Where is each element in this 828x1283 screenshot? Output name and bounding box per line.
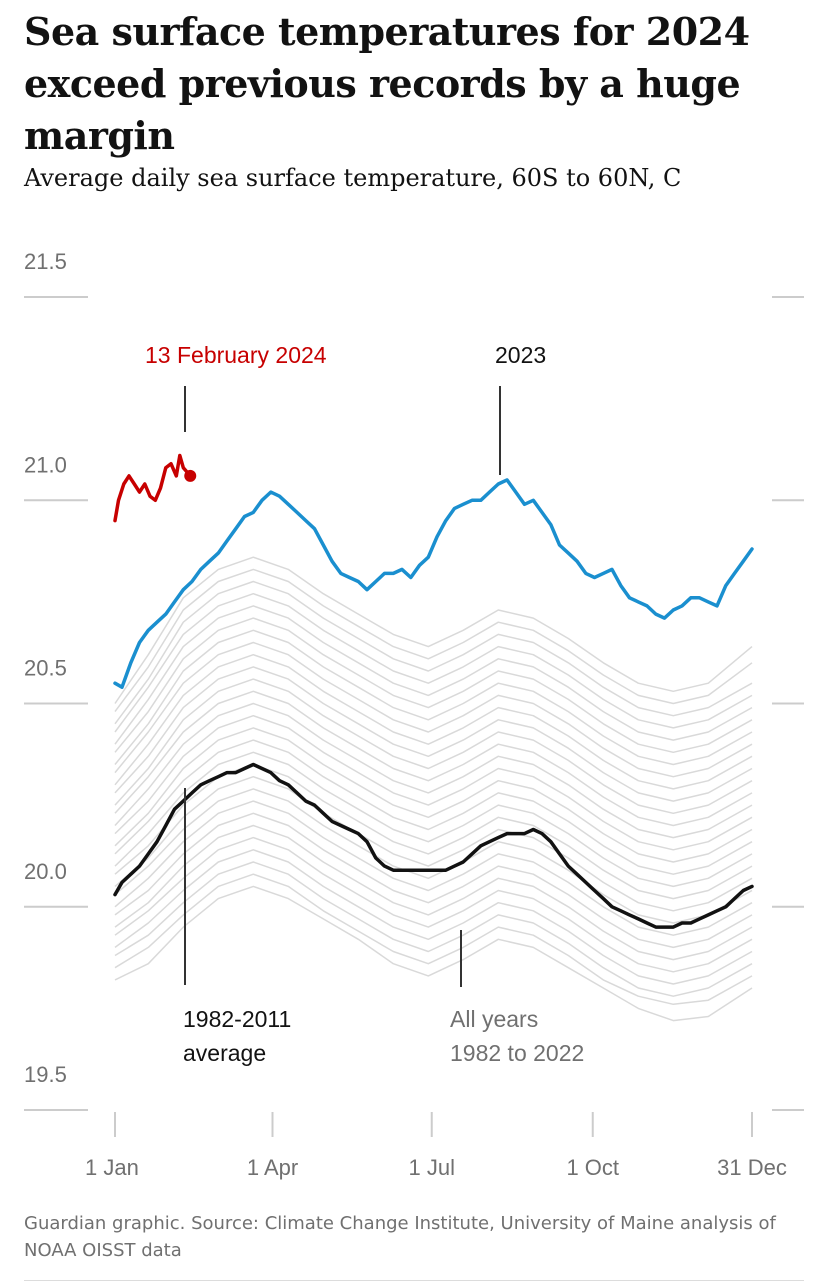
label-all-years-line2: 1982 to 2022 bbox=[450, 1040, 584, 1066]
background-year-line bbox=[114, 714, 753, 851]
bottom-rule bbox=[24, 1280, 804, 1281]
y-tick-labels: 19.5 20.0 20.5 21.0 21.5 bbox=[24, 249, 67, 1087]
highlight-lines bbox=[113, 453, 754, 929]
background-year-line bbox=[114, 690, 753, 827]
background-year-line bbox=[114, 812, 753, 949]
y-tick-label: 20.5 bbox=[24, 656, 67, 681]
background-year-line bbox=[114, 824, 753, 961]
label-all-years-line1: All years bbox=[450, 1006, 538, 1032]
all-years-lines bbox=[114, 556, 753, 1022]
background-year-line bbox=[114, 775, 753, 912]
annotations: 13 February 2024 2023 1982-2011 average All … bbox=[145, 342, 584, 1066]
background-year-line bbox=[114, 861, 753, 997]
background-year-line bbox=[114, 849, 753, 985]
y-tick-label: 21.5 bbox=[24, 249, 67, 274]
label-2023: 2023 bbox=[495, 342, 546, 368]
background-year-line bbox=[114, 617, 753, 754]
background-year-line bbox=[114, 629, 753, 766]
x-tick-label: 1 Oct bbox=[566, 1155, 619, 1180]
x-tick-label: 1 Apr bbox=[247, 1155, 298, 1180]
series-line-y2023 bbox=[113, 478, 754, 689]
background-year-line bbox=[114, 885, 753, 1022]
label-average-line2: average bbox=[183, 1040, 266, 1066]
background-year-line bbox=[114, 727, 753, 863]
series-2024-endpoint bbox=[184, 469, 197, 482]
background-year-line bbox=[114, 653, 753, 790]
background-year-line bbox=[114, 580, 753, 725]
background-year-line bbox=[114, 666, 753, 802]
background-year-line bbox=[114, 788, 753, 924]
chart-source: Guardian graphic. Source: Climate Change… bbox=[24, 1213, 776, 1261]
y-tick-label: 20.0 bbox=[24, 859, 67, 884]
background-year-line bbox=[114, 702, 753, 839]
background-year-line bbox=[114, 605, 753, 745]
label-2024: 13 February 2024 bbox=[145, 342, 327, 368]
y-tick-label: 19.5 bbox=[24, 1062, 67, 1087]
x-axis: 1 Jan 1 Apr 1 Jul 1 Oct 31 Dec bbox=[85, 1112, 787, 1180]
series-line-y2024 bbox=[113, 453, 193, 523]
x-tick-label: 1 Jul bbox=[409, 1155, 455, 1180]
background-year-line bbox=[114, 568, 753, 713]
label-average-line1: 1982-2011 bbox=[183, 1006, 291, 1032]
y-tick-label: 21.0 bbox=[24, 452, 67, 477]
grid-layer bbox=[24, 296, 804, 1111]
background-year-line bbox=[114, 641, 753, 778]
chart-subtitle: Average daily sea surface temperature, 6… bbox=[24, 164, 682, 192]
x-tick-label: 1 Jan bbox=[85, 1155, 139, 1180]
sea-temperature-chart: 19.5 20.0 20.5 21.0 21.5 1 Jan 1 Apr 1 Jul 1 Oc… bbox=[24, 249, 804, 1180]
background-year-line bbox=[114, 873, 753, 1006]
series-line-average bbox=[113, 762, 754, 929]
background-year-line bbox=[114, 678, 753, 815]
x-tick-label: 31 Dec bbox=[717, 1155, 787, 1180]
background-year-line bbox=[114, 739, 753, 875]
background-year-line bbox=[114, 556, 753, 704]
background-year-line bbox=[114, 751, 753, 888]
background-year-line bbox=[114, 836, 753, 973]
background-year-line bbox=[114, 800, 753, 936]
background-year-line bbox=[114, 592, 753, 733]
chart-title: Sea surface temperatures for 2024 exceed… bbox=[24, 9, 750, 158]
